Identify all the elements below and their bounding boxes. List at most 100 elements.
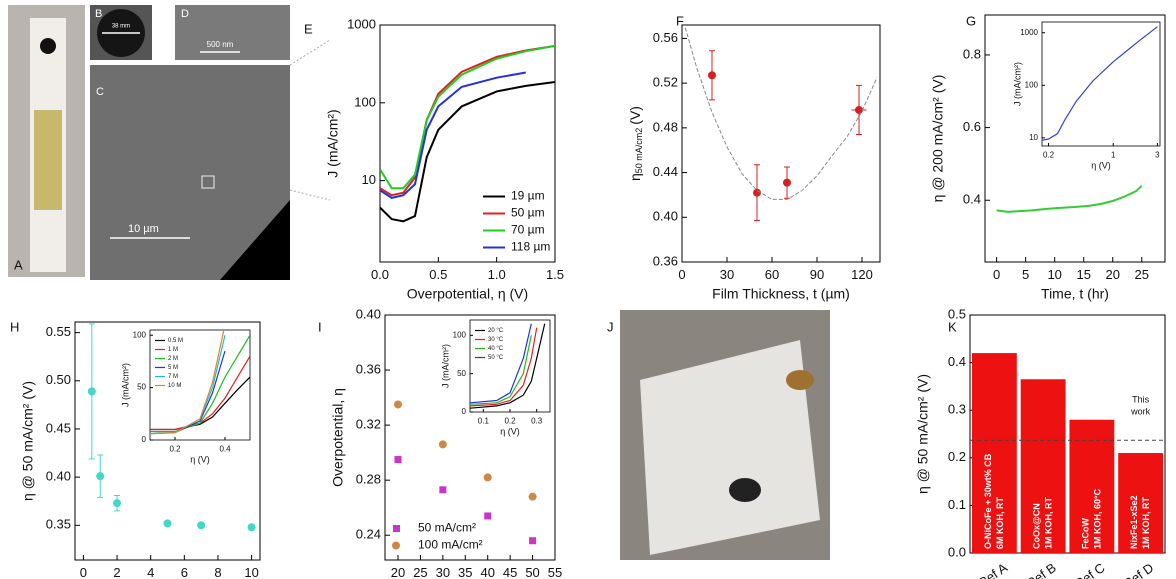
y-tick-label: 1000 — [347, 16, 376, 31]
plot-area — [150, 330, 250, 435]
y-tick-label: 0.52 — [653, 75, 678, 90]
panel-letter: E — [304, 21, 313, 36]
x-tick-label: 0.2 — [1043, 150, 1055, 159]
legend-label: 118 µm — [511, 240, 550, 254]
y-tick-label: 0.45 — [46, 420, 71, 435]
legend-label: 10 M — [168, 383, 181, 389]
x-tick-label: 10 — [1047, 267, 1061, 282]
x-tick-label: 0.2 — [169, 444, 181, 453]
photo-a: A — [8, 5, 85, 277]
plot-frame — [681, 24, 881, 263]
legend-label: 50 µm — [511, 206, 545, 220]
y-axis-label: J (mA/cm²) — [120, 363, 130, 407]
line — [150, 334, 250, 433]
y-tick-label: 0.5 — [948, 306, 966, 321]
plot-frame — [984, 14, 1166, 263]
y-tick-label: 0.3 — [948, 402, 966, 417]
x-tick-label: Ref D — [1120, 560, 1156, 579]
x-tick-label: 0 — [80, 565, 87, 579]
marker — [439, 486, 447, 494]
photo-d: D 500 nm — [175, 5, 290, 60]
x-axis-label: η (V) — [190, 454, 210, 464]
scale-label: 38 mm — [112, 24, 130, 30]
bar — [971, 353, 1017, 553]
x-tick-label: Ref A — [975, 560, 1010, 579]
y-tick-label: 0.4 — [963, 192, 981, 207]
x-tick-label: 0.4 — [219, 444, 231, 453]
y-axis-label: Overpotential, η — [330, 388, 346, 487]
y-tick-label: 0.44 — [653, 164, 678, 179]
plot-area — [380, 44, 555, 223]
y-tick-label: 0.35 — [46, 517, 71, 532]
x-tick-label: 45 — [503, 565, 517, 579]
bar-label: 6M KOH, RT — [995, 496, 1005, 549]
x-tick-label: 90 — [810, 267, 824, 282]
y-tick-label: 50 — [457, 369, 466, 378]
legend-label: 2 M — [168, 356, 178, 362]
y-tick-label: 0.32 — [356, 417, 381, 432]
marker — [394, 456, 402, 464]
x-tick-label: 20 — [391, 565, 405, 579]
x-tick-label: 0.2 — [504, 416, 516, 425]
y-tick-label: 0.28 — [356, 472, 381, 487]
x-axis-label: η (V) — [500, 426, 520, 436]
marker — [197, 521, 206, 530]
x-tick-label: 0.5 — [429, 267, 447, 282]
x-tick-label: 35 — [458, 565, 472, 579]
plot-area — [1042, 26, 1158, 141]
y-tick-label: 0 — [142, 435, 147, 444]
marker — [753, 188, 761, 197]
plot-area — [971, 353, 1164, 553]
x-tick-label: 1.0 — [488, 267, 506, 282]
legend-swatch — [393, 525, 400, 532]
y-tick-label: 10 — [1029, 133, 1038, 142]
x-tick-label: 50 — [525, 565, 539, 579]
y-tick-label: 0.8 — [963, 46, 981, 61]
x-tick-label: 0 — [678, 267, 685, 282]
line — [150, 330, 225, 435]
photo-c: C 10 µm — [90, 39, 331, 280]
marker — [484, 512, 492, 520]
legend-label: 7 M — [168, 374, 178, 380]
x-tick-label: 40 — [480, 565, 494, 579]
y-axis-label: J (mA/cm²) — [1012, 62, 1022, 106]
marker — [394, 400, 403, 409]
y-tick-label: 0 — [462, 407, 467, 416]
x-tick-label: 0.1 — [478, 416, 490, 425]
line — [1042, 26, 1158, 141]
y-tick-label: 0.50 — [46, 372, 71, 387]
marker — [528, 492, 537, 501]
legend-label: 50 °C — [488, 355, 504, 361]
legend-label: 19 µm — [511, 189, 545, 203]
panel-letter: D — [181, 8, 189, 20]
photo-j: J — [607, 310, 830, 560]
x-tick-label: 30 — [436, 565, 450, 579]
x-axis-label: Overpotential, η (V) — [407, 286, 528, 302]
y-tick-label: 100 — [453, 330, 467, 339]
y-axis-label: η50 mA/cm2 (V) — [627, 106, 645, 181]
y-tick-label: 0.55 — [46, 324, 71, 339]
panel-letter: A — [14, 257, 23, 272]
marker — [163, 519, 172, 528]
y-tick-label: 0.48 — [653, 119, 678, 134]
x-tick-label: 5 — [1022, 267, 1029, 282]
line — [380, 71, 526, 199]
y-axis-label-sub: 50 mA/cm2 — [634, 128, 644, 174]
x-tick-label: 8 — [214, 565, 221, 579]
y-tick-label: 0.6 — [963, 119, 981, 134]
y-axis-label: η @ 50 mA/cm² (V) — [915, 374, 931, 494]
y-tick-label: 10 — [362, 172, 376, 187]
x-tick-label: Ref B — [1024, 560, 1059, 579]
bar — [1118, 453, 1164, 553]
x-tick-label: 10 — [244, 565, 258, 579]
line — [380, 44, 555, 197]
x-axis-label: Film Thickness, t (µm) — [712, 286, 850, 302]
y-tick-label: 100 — [354, 94, 376, 109]
marker — [529, 537, 537, 545]
x-tick-label: 20 — [1106, 267, 1120, 282]
y-axis-label: J (mA/cm²) — [325, 109, 341, 177]
marker — [87, 387, 96, 396]
line — [380, 44, 555, 190]
plot-frame — [74, 321, 261, 561]
